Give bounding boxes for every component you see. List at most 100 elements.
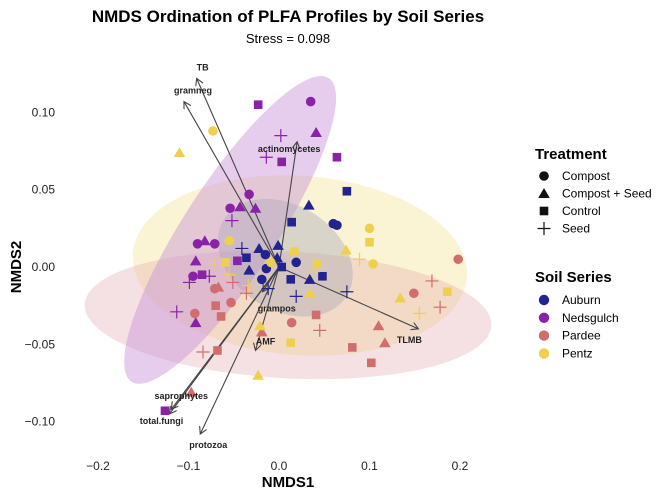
confidence-ellipses xyxy=(84,76,492,384)
point-pardee-triangle xyxy=(185,386,198,397)
point-pentz-circle xyxy=(266,257,276,268)
point-auburn-triangle xyxy=(303,273,316,284)
point-pardee-circle xyxy=(226,297,236,308)
treatment-legend-title: Treatment xyxy=(535,146,607,163)
point-pardee-plus xyxy=(433,300,447,314)
vector-label: gramneg xyxy=(174,86,212,96)
point-auburn-square xyxy=(287,217,296,227)
point-pentz-square xyxy=(221,258,230,267)
legend-treatment-label: Seed xyxy=(562,222,590,236)
x-tick-label: 0.0 xyxy=(271,459,288,473)
point-nedsgulch-plus xyxy=(225,214,239,228)
chart-subtitle: Stress = 0.098 xyxy=(246,31,330,46)
point-nedsgulch-triangle xyxy=(189,255,202,266)
point-nedsgulch-square xyxy=(160,406,170,416)
point-nedsgulch-square xyxy=(233,256,242,266)
legend-square-icon xyxy=(539,206,549,216)
point-auburn-square xyxy=(286,275,296,284)
legend-treatment-label: Compost xyxy=(562,169,611,183)
point-pentz-plus xyxy=(207,257,221,271)
data-points xyxy=(160,96,463,416)
vector-label: TB xyxy=(197,62,209,72)
point-auburn-square xyxy=(242,253,251,263)
point-nedsgulch-plus xyxy=(182,275,196,289)
point-pardee-circle xyxy=(286,317,297,328)
point-pentz-plus xyxy=(412,306,426,320)
point-pardee-plus xyxy=(196,345,210,359)
point-pentz-circle xyxy=(368,259,378,269)
y-tick-label: −0.05 xyxy=(25,337,56,351)
point-pardee-circle xyxy=(409,288,419,299)
vector-arrow-total-fungi xyxy=(169,266,280,414)
point-pardee-triangle xyxy=(256,326,268,337)
point-auburn-circle xyxy=(332,220,342,231)
x-tick-label: 0.1 xyxy=(361,459,378,473)
point-nedsgulch-triangle xyxy=(310,126,322,137)
point-auburn-plus xyxy=(340,285,354,299)
legend-triangle-icon xyxy=(538,188,550,198)
point-nedsgulch-plus xyxy=(202,269,216,283)
y-axis-ticks: 0.10 0.05 0.00 −0.05 −0.10 xyxy=(25,105,56,428)
legend-treatment-label: Compost + Seed xyxy=(562,187,652,201)
point-pentz-triangle xyxy=(394,292,407,303)
point-pentz-square xyxy=(443,287,452,297)
vector-arrow-actinomycetes xyxy=(278,142,297,268)
vector-labels: TB gramneg actinomycetes TLMB grampos AMF sapr… xyxy=(140,62,423,450)
point-pardee-plus xyxy=(239,286,253,300)
vector-arrow-gramneg xyxy=(184,102,280,268)
point-nedsgulch-plus xyxy=(274,129,288,143)
point-auburn-circle xyxy=(291,257,301,268)
point-pentz-square xyxy=(365,237,374,247)
point-auburn-plus xyxy=(235,241,249,255)
point-nedsgulch-square xyxy=(332,152,342,162)
vector-label: saprophytes xyxy=(155,391,209,401)
point-pardee-square xyxy=(311,310,321,320)
vector-label: TLMB xyxy=(397,335,422,345)
point-auburn-plus xyxy=(289,289,303,303)
soil-legend-title: Soil Series xyxy=(535,269,612,286)
point-pardee-triangle xyxy=(379,337,391,348)
legend-soil-label: Pentz xyxy=(562,346,593,360)
point-nedsgulch-circle xyxy=(305,96,316,107)
point-nedsgulch-triangle xyxy=(189,317,202,328)
point-nedsgulch-circle xyxy=(188,271,198,282)
vector-arrow-AMF xyxy=(255,266,280,350)
chart-title: NMDS Ordination of PLFA Profiles by Soil… xyxy=(92,7,484,26)
point-pentz-plus xyxy=(222,268,236,282)
point-pentz-plus xyxy=(353,252,367,266)
vector-label: protozoa xyxy=(189,440,228,450)
point-pardee-circle xyxy=(453,254,463,265)
soil-series-legend: Soil Series Auburn Nedsgulch Pardee Pentz xyxy=(535,269,619,360)
point-pentz-square xyxy=(286,338,296,348)
x-tick-label: 0.2 xyxy=(452,459,469,473)
legend-soil-label: Auburn xyxy=(562,293,601,307)
point-auburn-square xyxy=(342,186,352,196)
point-pardee-plus xyxy=(425,274,439,288)
point-nedsgulch-circle xyxy=(225,203,235,214)
y-tick-label: −0.10 xyxy=(25,415,56,429)
point-auburn-triangle xyxy=(303,199,315,210)
point-auburn-square xyxy=(277,262,287,272)
legend-circle-icon xyxy=(539,171,549,181)
y-tick-label: 0.05 xyxy=(32,183,56,197)
point-nedsgulch-triangle xyxy=(198,235,211,246)
vector-arrow-TLMB xyxy=(278,266,418,329)
point-pardee-square xyxy=(213,346,222,355)
point-pentz-circle xyxy=(312,259,322,269)
legend-color-swatch-icon xyxy=(538,312,550,323)
legend-soil-label: Pardee xyxy=(562,329,601,343)
point-pentz-circle xyxy=(224,235,235,246)
vector-arrow-TB xyxy=(197,78,280,268)
x-tick-label: −0.2 xyxy=(86,459,110,473)
point-nedsgulch-triangle xyxy=(234,201,246,212)
vector-arrow-protozoa xyxy=(200,266,280,434)
point-pentz-triangle xyxy=(254,320,266,331)
vector-label: grampos xyxy=(258,304,296,314)
x-axis-label: NMDS1 xyxy=(262,474,315,491)
env-vectors xyxy=(169,78,418,434)
x-tick-label: −0.1 xyxy=(177,459,201,473)
point-pentz-triangle xyxy=(303,287,316,298)
point-pardee-square xyxy=(348,343,357,352)
point-pardee-plus xyxy=(313,323,327,337)
